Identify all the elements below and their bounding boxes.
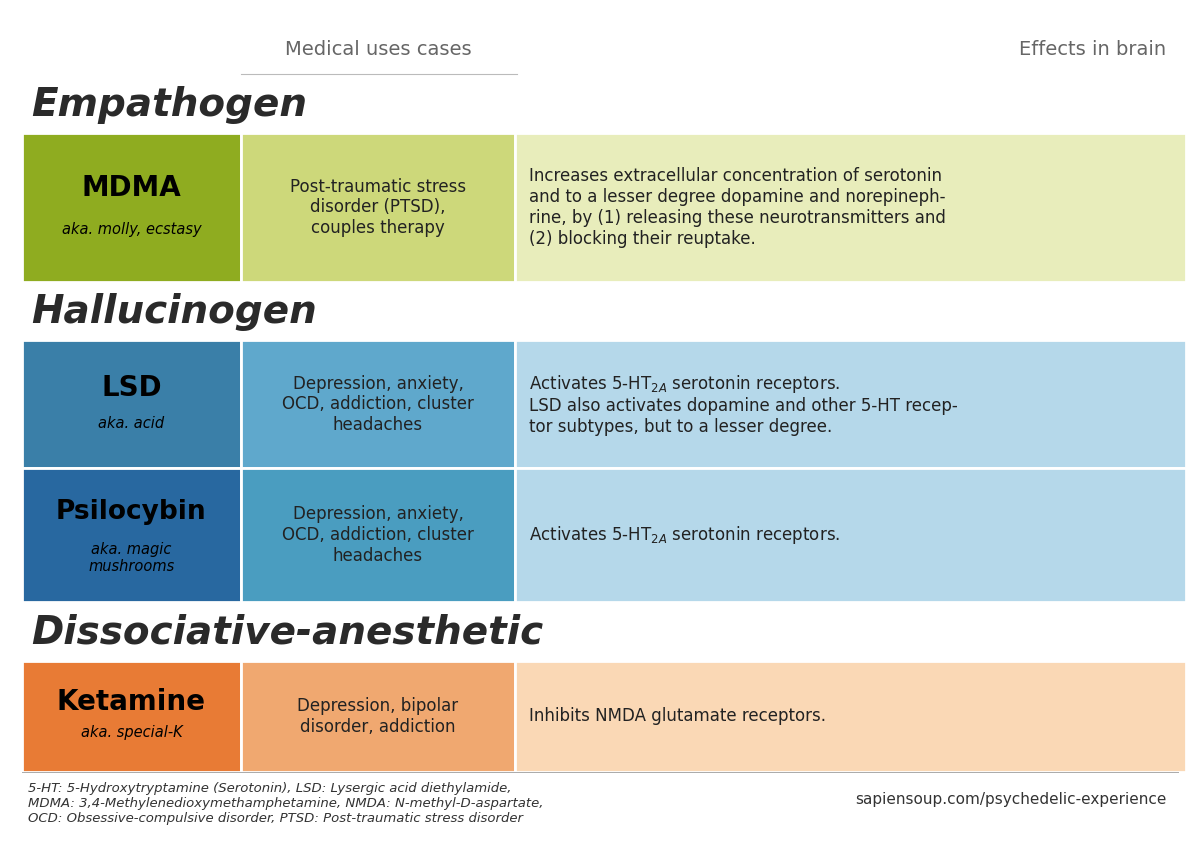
Text: aka. magic
mushrooms: aka. magic mushrooms (89, 542, 174, 575)
Bar (22, 661, 241, 772)
Text: Dissociative-anesthetic: Dissociative-anesthetic (31, 613, 544, 651)
Text: Post-traumatic stress
disorder (PTSD),
couples therapy: Post-traumatic stress disorder (PTSD), c… (290, 178, 466, 237)
Text: Empathogen: Empathogen (31, 86, 307, 124)
Bar (22, 340, 241, 468)
Bar (515, 133, 1186, 282)
Bar (241, 133, 515, 282)
Bar (22, 74, 1178, 133)
Text: Psilocybin: Psilocybin (56, 499, 206, 525)
Bar (515, 661, 1186, 772)
Bar (22, 282, 1178, 340)
Text: Depression, anxiety,
OCD, addiction, cluster
headaches: Depression, anxiety, OCD, addiction, clu… (282, 375, 474, 434)
Bar (241, 340, 515, 468)
Text: Activates 5-HT$_{2A}$ serotonin receptors.
LSD also activates dopamine and other: Activates 5-HT$_{2A}$ serotonin receptor… (529, 372, 958, 436)
Bar (22, 133, 241, 282)
Text: Depression, anxiety,
OCD, addiction, cluster
headaches: Depression, anxiety, OCD, addiction, clu… (282, 505, 474, 565)
Bar (241, 468, 515, 602)
Text: aka. acid: aka. acid (98, 416, 164, 431)
Text: Inhibits NMDA glutamate receptors.: Inhibits NMDA glutamate receptors. (529, 708, 827, 725)
Text: aka. special-K: aka. special-K (80, 726, 182, 740)
Text: Hallucinogen: Hallucinogen (31, 293, 317, 331)
Bar (515, 340, 1186, 468)
Text: LSD: LSD (101, 374, 162, 402)
Text: sapiensoup.com/psychedelic-experience: sapiensoup.com/psychedelic-experience (856, 792, 1166, 807)
Text: Activates 5-HT$_{2A}$ serotonin receptors.: Activates 5-HT$_{2A}$ serotonin receptor… (529, 524, 840, 546)
Text: Effects in brain: Effects in brain (1019, 40, 1166, 59)
Text: MDMA: MDMA (82, 174, 181, 202)
Text: 5-HT: 5-Hydroxytryptamine (Serotonin), LSD: Lysergic acid diethylamide,
MDMA: 3,: 5-HT: 5-Hydroxytryptamine (Serotonin), L… (28, 782, 544, 825)
Text: Depression, bipolar
disorder, addiction: Depression, bipolar disorder, addiction (298, 697, 458, 735)
Text: aka. molly, ecstasy: aka. molly, ecstasy (61, 222, 202, 237)
Bar (515, 468, 1186, 602)
Bar (22, 602, 1178, 661)
Text: Increases extracellular concentration of serotonin
and to a lesser degree dopami: Increases extracellular concentration of… (529, 167, 946, 248)
Text: Medical uses cases: Medical uses cases (284, 40, 472, 59)
Bar (22, 468, 241, 602)
Text: Ketamine: Ketamine (56, 688, 206, 716)
Bar (241, 661, 515, 772)
